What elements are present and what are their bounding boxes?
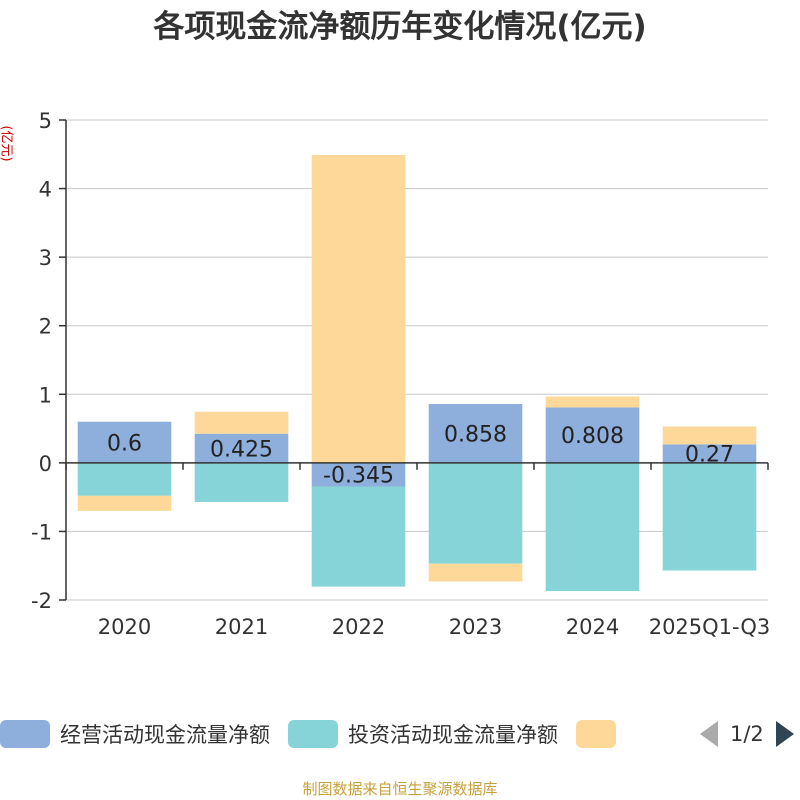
- legend-label-operating: 经营活动现金流量净额: [60, 723, 270, 747]
- legend-label-investing: 投资活动现金流量净额: [348, 723, 558, 747]
- legend-item-operating[interactable]: 经营活动现金流量净额: [0, 719, 270, 749]
- axes: -2 -1 0 1 2 3 4 5 2020 2021 2022 2023 2024 2025Q1-Q3: [31, 109, 770, 639]
- y-tick-label: 1: [39, 383, 52, 407]
- legend-next-page-icon[interactable]: [775, 721, 794, 747]
- bars: [77, 154, 757, 592]
- data-label: 0.27: [685, 443, 734, 468]
- bar-series-3-2020[interactable]: [77, 495, 172, 511]
- y-tick-label: 5: [39, 109, 52, 133]
- legend-page-indicator: 1/2: [730, 722, 764, 746]
- data-label: 0.808: [561, 424, 624, 449]
- y-tick-label: 3: [39, 246, 52, 270]
- data-label: -0.345: [323, 464, 394, 489]
- data-label: 0.425: [210, 437, 273, 462]
- bar-series-1-2025Q1-Q3[interactable]: [662, 444, 757, 463]
- bar-series-2-2025Q1-Q3[interactable]: [662, 462, 757, 571]
- legend-swatch-investing: [288, 720, 338, 748]
- bar-series-2-2024[interactable]: [545, 462, 640, 592]
- bar-series-1-2020[interactable]: [77, 421, 172, 463]
- legend-item-investing[interactable]: 投资活动现金流量净额: [288, 719, 558, 749]
- data-label: 0.6: [107, 431, 142, 456]
- bar-series-1-2023[interactable]: [428, 404, 523, 463]
- bar-series-3-2023[interactable]: [428, 563, 523, 582]
- bar-series-1-2021[interactable]: [194, 433, 289, 463]
- bar-series-3-2021[interactable]: [194, 411, 289, 434]
- legend-pager: 1/2: [700, 718, 794, 750]
- bar-series-3-2022[interactable]: [311, 154, 406, 463]
- bar-series-1-2024[interactable]: [545, 407, 640, 463]
- x-tick-label: 2023: [449, 615, 502, 639]
- y-tick-label: 0: [39, 452, 52, 476]
- x-tick-label: 2020: [98, 615, 151, 639]
- legend: 经营活动现金流量净额 投资活动现金流量净额: [0, 718, 644, 750]
- x-tick-label: 2021: [215, 615, 268, 639]
- legend-swatch-third-series: [576, 720, 616, 748]
- y-tick-label: -1: [31, 520, 52, 544]
- legend-item-third-series[interactable]: [576, 720, 626, 748]
- x-tick-label: 2022: [332, 615, 385, 639]
- x-tick-label: 2025Q1-Q3: [649, 615, 771, 639]
- data-label: 0.858: [444, 422, 507, 447]
- chart-title: 各项现金流净额历年变化情况(亿元): [153, 9, 647, 45]
- y-tick-label: -2: [31, 589, 52, 613]
- legend-swatch-operating: [0, 720, 50, 748]
- y-tick-label: 4: [39, 178, 52, 202]
- bar-series-2-2023[interactable]: [428, 462, 523, 564]
- source-note: 制图数据来自恒生聚源数据库: [302, 780, 498, 798]
- bar-series-2-2020[interactable]: [77, 462, 172, 496]
- bar-series-2-2022[interactable]: [311, 486, 406, 587]
- bar-series-1-2022[interactable]: [311, 462, 406, 487]
- legend-prev-page-icon[interactable]: [700, 721, 718, 747]
- x-tick-label: 2024: [566, 615, 619, 639]
- y-tick-label: 2: [39, 315, 52, 339]
- bar-series-2-2021[interactable]: [194, 462, 289, 502]
- bar-series-3-2024[interactable]: [545, 396, 640, 408]
- bar-series-3-2025Q1-Q3[interactable]: [662, 426, 757, 445]
- data-labels: 0.6 0.425 -0.345 0.858 0.808 0.27: [107, 422, 734, 488]
